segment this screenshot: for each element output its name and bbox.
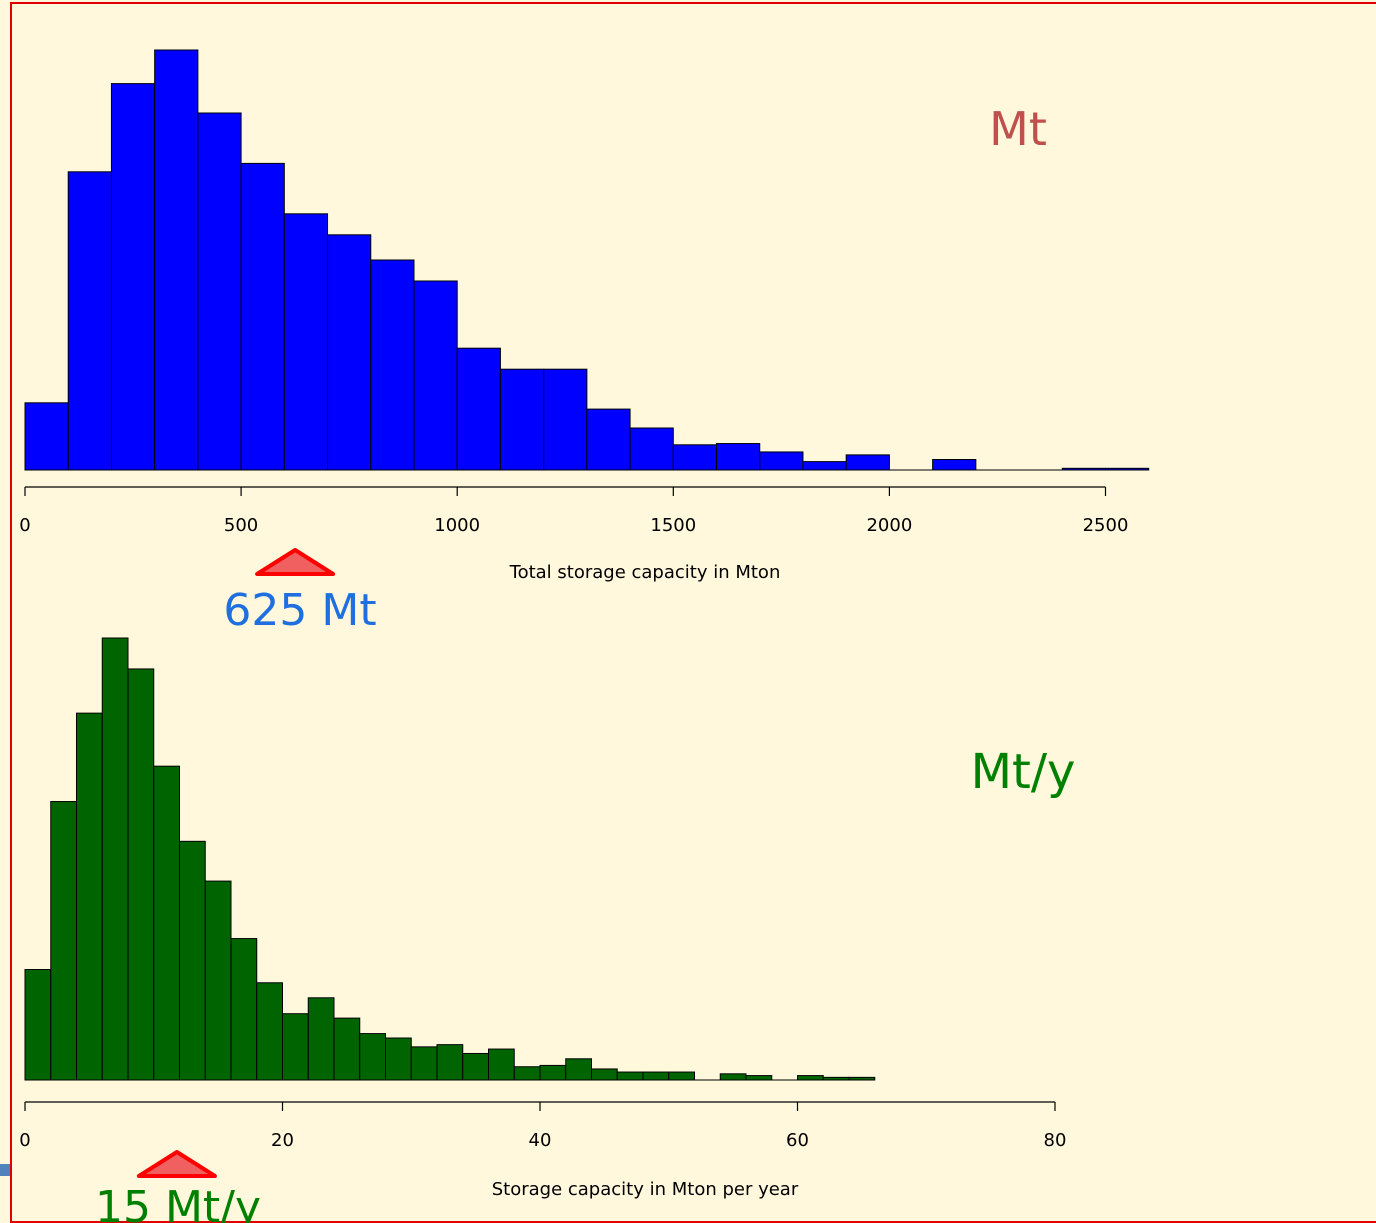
bottom-x-tick-label: 0 bbox=[19, 1130, 30, 1151]
bottom-x-axis-label: Storage capacity in Mton per year bbox=[492, 1179, 799, 1200]
top-x-tick-label: 2000 bbox=[866, 515, 912, 536]
bottom-bar bbox=[333, 1017, 361, 1081]
bottom-bar bbox=[488, 1048, 515, 1081]
bottom-x-tick-label: 80 bbox=[1044, 1130, 1067, 1151]
top-marker-triangle-icon bbox=[255, 548, 336, 576]
bottom-bar bbox=[76, 712, 103, 1081]
top-bar bbox=[240, 162, 285, 471]
top-x-tick-label: 500 bbox=[224, 515, 258, 536]
top-bar bbox=[197, 112, 242, 471]
top-bar bbox=[845, 454, 890, 471]
top-x-tick-label: 2500 bbox=[1083, 515, 1129, 536]
bottom-bar bbox=[745, 1075, 773, 1081]
bottom-unit-label: Mt/y bbox=[971, 744, 1076, 800]
top-bar bbox=[67, 171, 112, 471]
bottom-bar bbox=[719, 1073, 747, 1081]
bottom-bar bbox=[256, 982, 283, 1081]
top-bar bbox=[24, 402, 69, 471]
bottom-bar bbox=[24, 969, 52, 1081]
bottom-bar bbox=[50, 801, 77, 1081]
top-bar bbox=[932, 459, 977, 471]
bottom-bar bbox=[462, 1052, 489, 1081]
top-bar bbox=[154, 49, 199, 471]
top-x-tick-label: 1500 bbox=[650, 515, 696, 536]
bottom-bar bbox=[230, 938, 258, 1081]
top-marker-label: 625 Mt bbox=[223, 585, 376, 636]
bottom-bar bbox=[616, 1071, 644, 1081]
bottom-bar bbox=[642, 1071, 670, 1081]
bottom-marker-triangle-icon bbox=[136, 1150, 217, 1178]
top-bar bbox=[499, 368, 545, 471]
bottom-bar bbox=[359, 1033, 386, 1081]
bottom-bar bbox=[539, 1064, 567, 1081]
bottom-bar bbox=[101, 637, 129, 1081]
top-bar bbox=[629, 427, 674, 471]
bottom-bar bbox=[591, 1068, 618, 1081]
bottom-bar bbox=[204, 880, 232, 1081]
bottom-bar bbox=[436, 1044, 464, 1081]
bottom-bar bbox=[179, 840, 206, 1081]
slide-border bbox=[10, 2, 1376, 1223]
top-bar bbox=[716, 443, 761, 471]
bottom-bar bbox=[410, 1046, 438, 1081]
bottom-x-tick-label: 40 bbox=[529, 1130, 552, 1151]
bottom-bar bbox=[668, 1071, 695, 1081]
top-bar bbox=[456, 347, 501, 471]
top-bar bbox=[110, 83, 156, 471]
accent-bar bbox=[0, 1164, 10, 1176]
top-bar bbox=[370, 259, 415, 471]
top-unit-label: Mt bbox=[989, 102, 1047, 156]
top-bar bbox=[283, 213, 329, 471]
top-bar bbox=[759, 451, 804, 471]
bottom-x-tick-label: 60 bbox=[786, 1130, 809, 1151]
top-bar bbox=[327, 234, 372, 471]
top-bar bbox=[413, 280, 458, 471]
top-bar bbox=[802, 461, 847, 471]
bottom-histogram: 0 20 40 60 80 bbox=[19, 637, 1067, 1178]
bottom-bar bbox=[513, 1066, 541, 1081]
top-bar bbox=[672, 444, 718, 471]
bottom-x-tick-label: 20 bbox=[271, 1130, 294, 1151]
bottom-bar bbox=[153, 765, 180, 1081]
top-bar bbox=[543, 368, 588, 471]
top-histogram: 0 500 1000 1500 2000 2500 bbox=[19, 49, 1150, 576]
bottom-bar bbox=[127, 668, 155, 1081]
top-bar bbox=[586, 408, 631, 471]
bottom-bar bbox=[385, 1037, 412, 1081]
bottom-bar bbox=[307, 997, 335, 1081]
bottom-bar bbox=[282, 1013, 309, 1081]
bottom-marker-label: 15 Mt/y bbox=[95, 1182, 261, 1223]
bottom-bar bbox=[797, 1075, 824, 1081]
bottom-bar bbox=[565, 1058, 592, 1081]
top-x-tick-label: 1000 bbox=[434, 515, 480, 536]
top-x-tick-label: 0 bbox=[19, 515, 30, 536]
top-x-axis-label: Total storage capacity in Mton bbox=[509, 562, 781, 583]
